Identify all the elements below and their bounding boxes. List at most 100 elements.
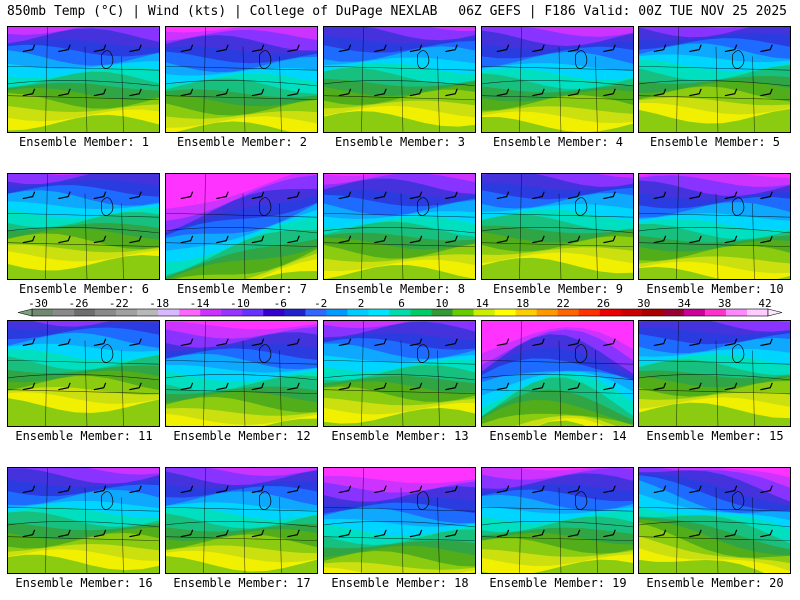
temp-band (517, 468, 590, 471)
wind-barb (216, 44, 229, 53)
boundary-line (676, 468, 679, 573)
map-panel-member-13 (323, 320, 476, 427)
colorbar-tick-label: 30 (637, 297, 650, 310)
colorbar-tick-label: -22 (109, 297, 129, 310)
wind-barb (567, 529, 581, 538)
boundary-line (203, 27, 206, 132)
boundary-line (84, 193, 88, 279)
temp-band (482, 321, 633, 354)
colorbar-right-arrow (767, 308, 783, 317)
panel-label: Ensemble Member: 3 (334, 135, 466, 149)
lakes-outline (417, 50, 430, 69)
temp-band (8, 174, 90, 185)
boundary-line (639, 227, 790, 234)
wind-barb (760, 88, 773, 97)
wind-barb (251, 191, 265, 200)
wind-barb (22, 338, 36, 347)
wind-barb (180, 529, 194, 538)
panel-label: Ensemble Member: 14 (489, 429, 627, 443)
wind-barb (760, 338, 773, 347)
wind-barb (760, 485, 773, 494)
colorbar-segment (536, 309, 559, 316)
colorbar-segment (137, 309, 159, 316)
wind-barb (180, 382, 194, 391)
boundary-line (242, 340, 246, 426)
boundary-line (558, 340, 562, 426)
boundary-line (437, 203, 440, 279)
wind-barb (58, 88, 71, 97)
boundary-line (482, 389, 633, 394)
colorbar-segment (746, 309, 769, 316)
boundary-line (84, 487, 88, 573)
boundary-line (8, 65, 159, 71)
boundary-line (166, 65, 317, 71)
wind-barb (129, 485, 142, 494)
temp-band (324, 174, 475, 185)
panel-label: Ensemble Member: 13 (331, 429, 469, 443)
temp-band (324, 321, 412, 329)
boundary-line (8, 212, 159, 218)
wind-barb (22, 44, 36, 53)
boundary-line (324, 389, 475, 394)
wind-barb (689, 44, 702, 53)
boundary-line (8, 506, 159, 512)
lakes-outline (101, 50, 114, 69)
wind-barb (22, 529, 36, 538)
temp-band (8, 27, 159, 35)
boundary-line (715, 193, 719, 279)
boundary-line (595, 497, 598, 573)
wind-barb (689, 382, 702, 391)
wind-barb (445, 191, 458, 200)
wind-barb (216, 235, 229, 244)
wind-barb (532, 235, 545, 244)
boundary-line (482, 80, 633, 87)
boundary-line (324, 80, 475, 87)
wind-barb (603, 529, 616, 538)
colorbar-tick-label: 42 (758, 297, 771, 310)
temp-band (482, 174, 633, 178)
wind-barb (129, 529, 142, 538)
temp-band (324, 174, 378, 176)
map-panel-member-6 (7, 173, 160, 280)
colorbar-segment (326, 309, 348, 316)
wind-barb (58, 191, 71, 200)
wind-barb (496, 88, 510, 97)
wind-barb (93, 191, 107, 200)
wind-barb (58, 338, 71, 347)
colorbar-segment (305, 309, 327, 316)
colorbar-segment (431, 309, 453, 316)
colorbar-segment (179, 309, 201, 316)
wind-barb (409, 44, 423, 53)
wind-barb (532, 338, 545, 347)
wind-barb (22, 235, 36, 244)
lakes-outline (575, 50, 588, 69)
wind-barb (287, 44, 300, 53)
wind-barb (287, 338, 300, 347)
colorbar-tick-label: 22 (556, 297, 569, 310)
wind-barb (58, 382, 71, 391)
map-panel-member-3 (323, 26, 476, 133)
wind-barb (374, 485, 387, 494)
wind-barb (445, 44, 458, 53)
colorbar-segment (662, 309, 685, 316)
boundary-line (676, 27, 679, 132)
boundary-line (324, 227, 475, 234)
colorbar-segment (263, 309, 285, 316)
colorbar-tick-label: 38 (718, 297, 731, 310)
temp-band (639, 174, 790, 178)
temp-band (704, 27, 742, 29)
temp-band (639, 321, 790, 332)
colorbar-segment (641, 309, 664, 316)
wind-barb (760, 44, 773, 53)
wind-barb (129, 88, 142, 97)
wind-barb (129, 44, 142, 53)
wind-barb (724, 191, 738, 200)
boundary-line (400, 193, 404, 279)
colorbar-tick-label: -30 (28, 297, 48, 310)
temp-band (324, 27, 475, 41)
boundary-line (166, 227, 317, 234)
wind-barb (409, 529, 423, 538)
wind-barb (58, 529, 71, 538)
lakes-outline (101, 344, 114, 363)
wind-barb (567, 88, 581, 97)
